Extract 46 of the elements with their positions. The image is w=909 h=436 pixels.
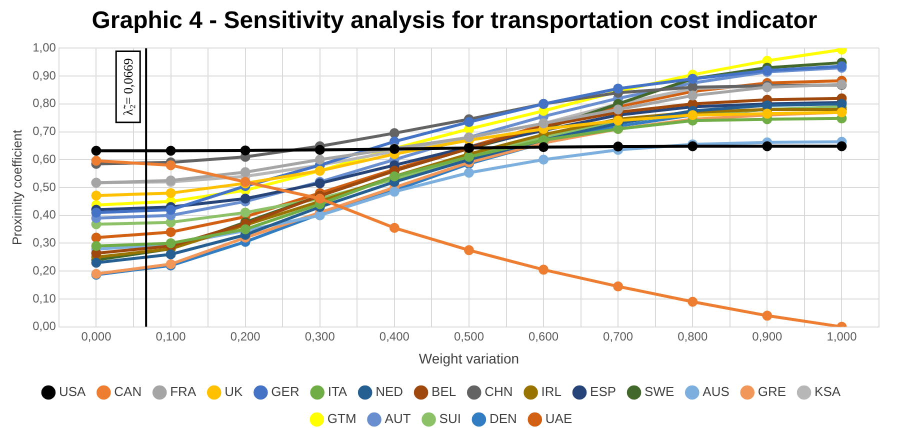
legend-label: GER [271, 384, 300, 400]
legend-label: GTM [327, 411, 356, 426]
y-tick-label: 1,00 [32, 40, 56, 55]
x-tick-label: 0,400 [379, 329, 410, 344]
x-tick-label: 0,000 [81, 329, 112, 344]
x-tick-label: 0,700 [603, 329, 634, 344]
legend-label: BEL [432, 384, 456, 400]
chart-title: Graphic 4 - Sensitivity analysis for transportation cost indicator [90, 6, 818, 36]
x-axis-title: Weight variation [418, 350, 520, 366]
y-tick-label: 0,60 [32, 152, 56, 166]
y-axis-title: Proximity coefficient [9, 129, 24, 246]
legend-label: AUT [384, 411, 411, 426]
legend-label: CAN [114, 384, 142, 400]
legend-label: SUI [439, 411, 461, 426]
legend-label: UK [224, 384, 244, 400]
legend-label: NED [376, 384, 404, 400]
legend-label: UAE [545, 411, 572, 426]
y-tick-label: 0,40 [32, 208, 56, 222]
x-tick-label: 0,500 [454, 329, 484, 344]
y-tick-label: 0,90 [32, 68, 56, 82]
ref-line-label: λ̃₂= 0,0669 [120, 58, 136, 116]
x-tick-label: 0,600 [528, 329, 559, 344]
y-tick-label: 0,00 [32, 319, 56, 334]
legend-label: DEN [489, 411, 517, 426]
y-tick-label: 0,30 [32, 236, 56, 250]
y-tick-label: 0,50 [32, 180, 56, 194]
y-tick-label: 0,20 [32, 263, 56, 278]
y-tick-label: 0,70 [32, 124, 56, 138]
x-tick-label: 1,000 [826, 329, 858, 344]
legend-label: CHN [484, 384, 513, 400]
legend-label: KSA [814, 384, 841, 400]
x-tick-label: 0,300 [304, 329, 336, 344]
legend-label: FRA [170, 384, 196, 400]
legend-label: GRE [758, 384, 786, 400]
x-tick-label: 0,800 [678, 329, 708, 344]
legend-label: ESP [590, 384, 616, 400]
legend-label: ITA [328, 384, 348, 400]
legend-label: USA [58, 384, 86, 400]
legend-label: IRL [541, 384, 562, 400]
y-tick-label: 0,10 [32, 291, 56, 306]
x-tick-label: 0,900 [752, 329, 783, 344]
legend-label: AUS [702, 384, 730, 400]
legend-label: SWE [644, 384, 674, 400]
x-tick-label: 0,200 [230, 329, 261, 344]
x-tick-label: 0,100 [156, 329, 186, 344]
y-tick-label: 0,80 [32, 96, 56, 110]
